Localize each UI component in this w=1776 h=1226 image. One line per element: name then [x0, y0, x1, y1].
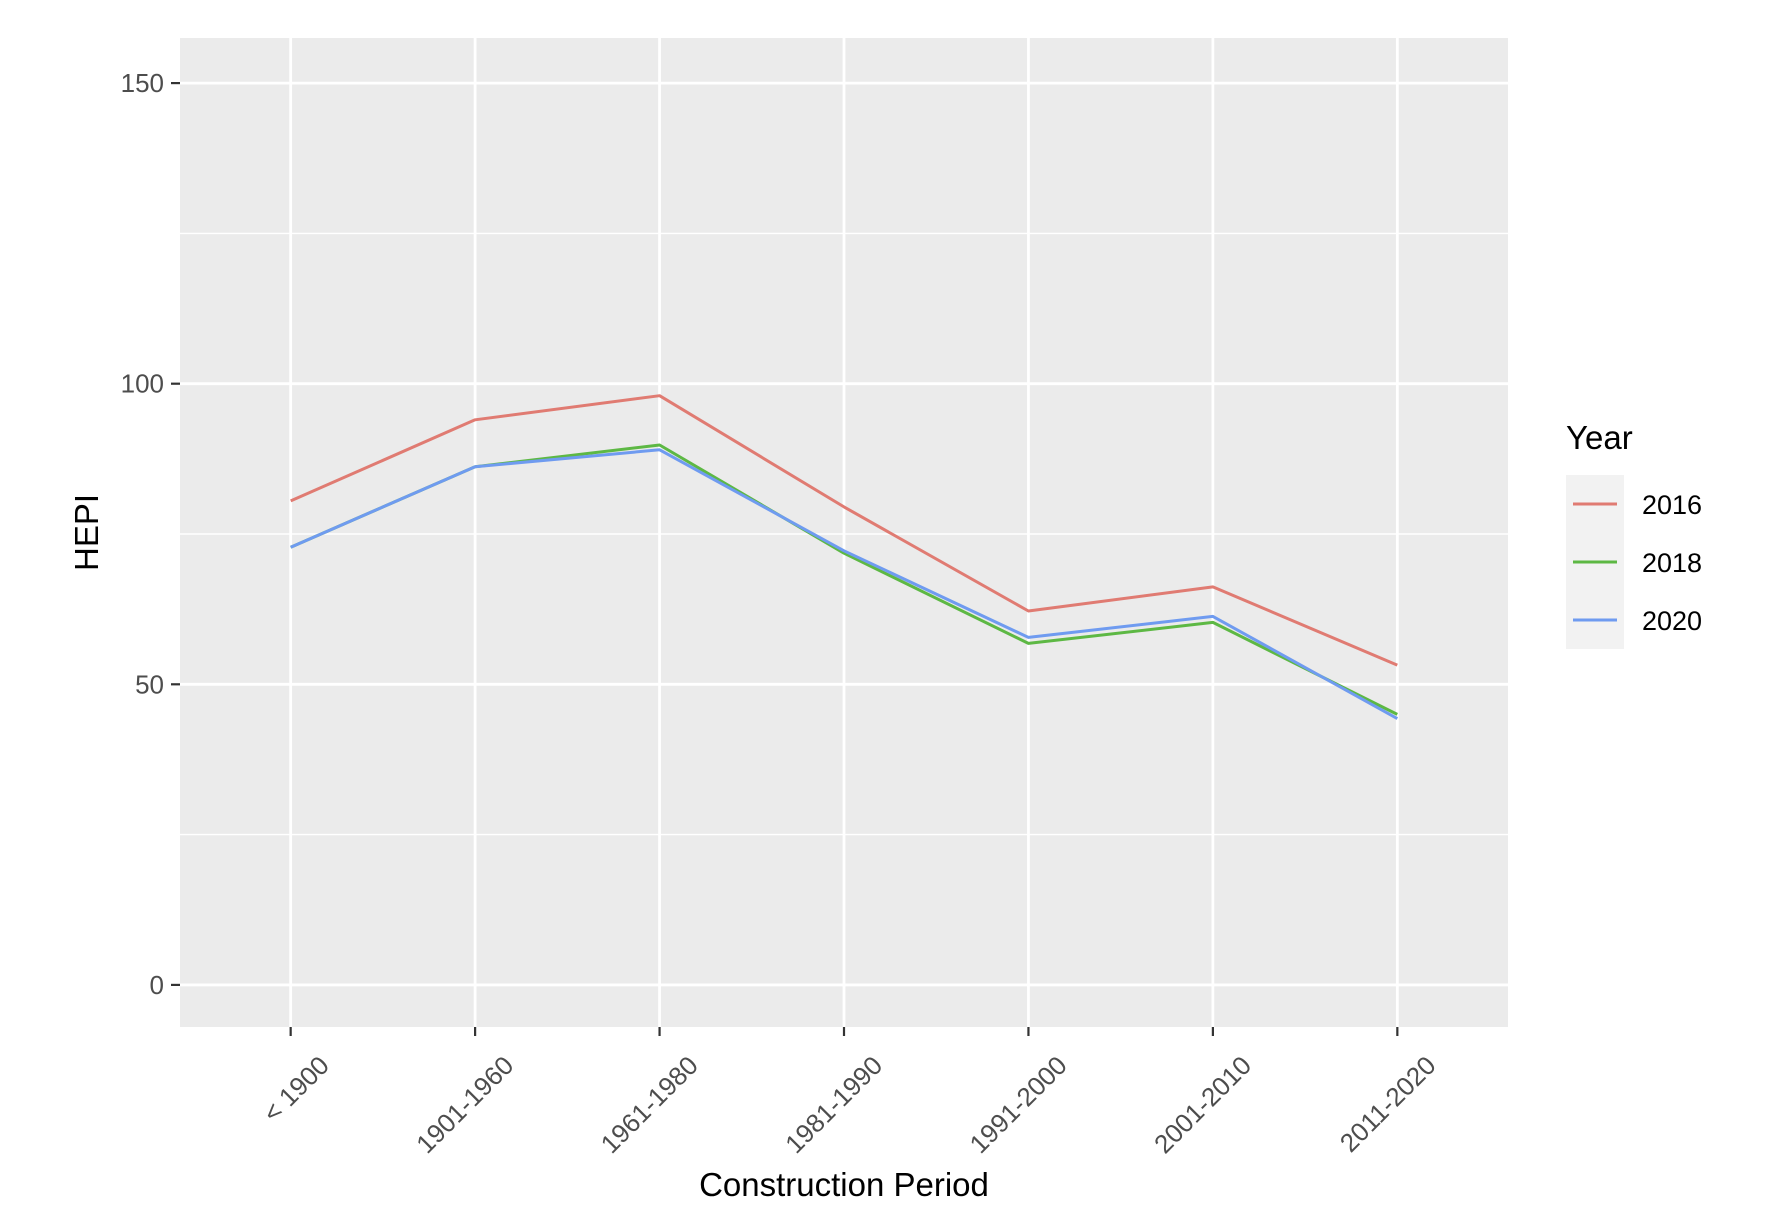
x-tick-label: 1961-1980: [595, 1050, 704, 1159]
x-tick-label: < 1900: [257, 1050, 335, 1128]
x-axis: < 1900 1901-1960 1961-1980 1981-1990 1991-20…: [257, 1027, 1442, 1159]
legend-label-2018: 2018: [1642, 548, 1702, 578]
x-tick-label: 1991-2000: [964, 1050, 1073, 1159]
legend: Year 2016 2018 2020: [1566, 419, 1702, 649]
legend-title: Year: [1566, 419, 1633, 456]
y-tick-label: 0: [150, 970, 164, 1000]
series-lines: [290, 394, 1399, 720]
x-tick-label: 2001-2010: [1148, 1050, 1257, 1159]
legend-items: 2016 2018 2020: [1573, 490, 1702, 636]
y-axis: 0 50 100 150: [121, 68, 180, 1000]
y-tick-label: 100: [121, 369, 164, 399]
x-tick-label: 1901-1960: [410, 1050, 519, 1159]
y-axis-title: HEPI: [68, 494, 105, 571]
series-line-2020: [290, 448, 1399, 720]
x-tick-label: 1981-1990: [779, 1050, 888, 1159]
series-line-2016: [290, 394, 1398, 667]
major-gridlines: [180, 38, 1508, 1027]
y-tick-label: 50: [135, 669, 164, 699]
x-axis-title: Construction Period: [699, 1166, 989, 1203]
x-tick-label: 2011-2020: [1334, 1050, 1442, 1158]
legend-label-2016: 2016: [1642, 490, 1702, 520]
y-tick-label: 150: [121, 68, 164, 98]
legend-label-2020: 2020: [1642, 606, 1702, 636]
